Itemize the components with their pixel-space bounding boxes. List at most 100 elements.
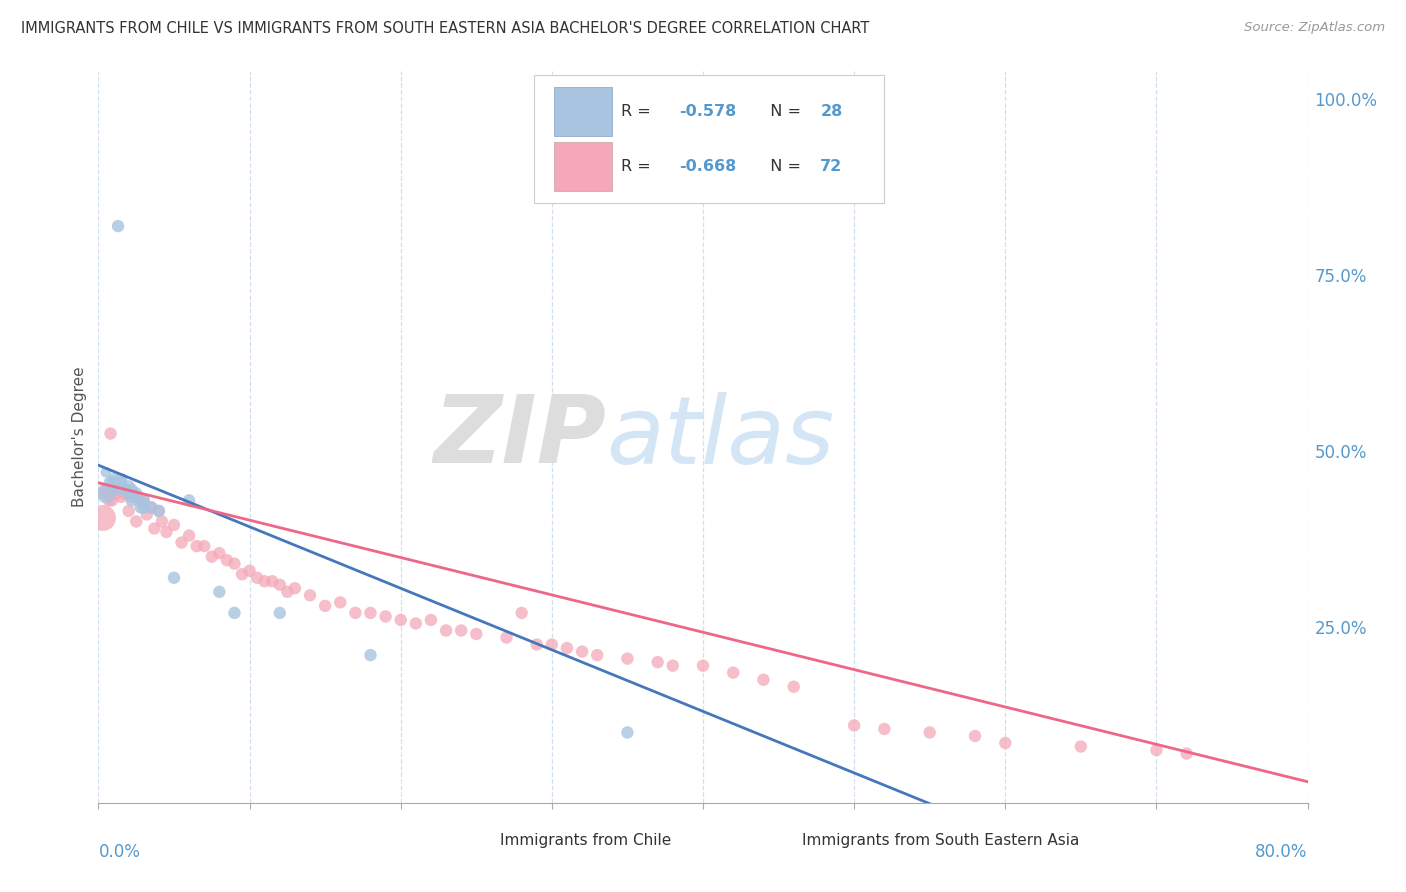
Point — [91, 486, 114, 500]
Text: -0.578: -0.578 — [679, 104, 737, 120]
Point — [284, 582, 307, 596]
FancyBboxPatch shape — [457, 826, 499, 854]
FancyBboxPatch shape — [554, 142, 613, 191]
Point — [118, 486, 141, 500]
Point — [91, 511, 114, 525]
Point — [374, 609, 396, 624]
FancyBboxPatch shape — [759, 826, 801, 854]
Point — [132, 500, 155, 515]
Text: N =: N = — [759, 104, 806, 120]
Point — [150, 515, 173, 529]
Point — [253, 574, 276, 589]
FancyBboxPatch shape — [554, 87, 613, 136]
Point — [1144, 743, 1167, 757]
Point — [110, 490, 132, 504]
Text: Immigrants from South Eastern Asia: Immigrants from South Eastern Asia — [803, 832, 1080, 847]
Text: N =: N = — [759, 159, 806, 174]
Point — [121, 483, 143, 497]
Point — [105, 483, 128, 497]
Point — [360, 648, 382, 662]
Point — [495, 631, 517, 645]
Point — [918, 725, 941, 739]
Point — [163, 518, 186, 533]
Point — [193, 539, 215, 553]
Point — [132, 493, 155, 508]
Point — [114, 483, 136, 497]
Point — [105, 486, 128, 500]
Point — [121, 490, 143, 504]
Point — [450, 624, 472, 638]
Point — [94, 483, 117, 497]
Point — [314, 599, 336, 613]
Point — [752, 673, 775, 687]
Point — [100, 475, 122, 490]
Point — [526, 638, 548, 652]
Point — [103, 475, 125, 490]
Point — [163, 571, 186, 585]
Point — [389, 613, 412, 627]
Point — [269, 606, 291, 620]
Point — [141, 500, 163, 515]
Point — [112, 486, 135, 500]
Point — [125, 486, 148, 500]
Point — [994, 736, 1017, 750]
Point — [540, 638, 562, 652]
Point — [118, 504, 141, 518]
Point — [118, 479, 141, 493]
Point — [103, 472, 125, 486]
Point — [100, 426, 122, 441]
Point — [170, 535, 193, 549]
Point — [269, 578, 291, 592]
Point — [555, 641, 578, 656]
Text: IMMIGRANTS FROM CHILE VS IMMIGRANTS FROM SOUTH EASTERN ASIA BACHELOR'S DEGREE CO: IMMIGRANTS FROM CHILE VS IMMIGRANTS FROM… — [21, 21, 869, 36]
Point — [179, 528, 201, 542]
Point — [344, 606, 367, 620]
Point — [405, 616, 427, 631]
Point — [1175, 747, 1198, 761]
Point — [186, 539, 208, 553]
Point — [420, 613, 443, 627]
Point — [110, 472, 132, 486]
Text: R =: R = — [621, 104, 655, 120]
Point — [141, 500, 163, 515]
Point — [299, 588, 322, 602]
Point — [125, 490, 148, 504]
Point — [208, 546, 231, 560]
Point — [571, 644, 593, 658]
Text: 72: 72 — [820, 159, 842, 174]
Point — [101, 493, 124, 508]
Point — [155, 524, 177, 539]
Point — [201, 549, 224, 564]
Text: Immigrants from Chile: Immigrants from Chile — [501, 832, 671, 847]
Point — [128, 493, 150, 508]
Point — [965, 729, 987, 743]
Text: -0.668: -0.668 — [679, 159, 737, 174]
Text: ZIP: ZIP — [433, 391, 606, 483]
Point — [224, 557, 246, 571]
Point — [510, 606, 533, 620]
FancyBboxPatch shape — [534, 75, 884, 203]
Point — [873, 722, 896, 736]
Point — [246, 571, 269, 585]
Y-axis label: Bachelor's Degree: Bachelor's Degree — [72, 367, 87, 508]
Point — [132, 493, 155, 508]
Point — [98, 493, 121, 508]
Point — [125, 515, 148, 529]
Text: 80.0%: 80.0% — [1256, 843, 1308, 861]
Point — [586, 648, 609, 662]
Point — [783, 680, 806, 694]
Point — [262, 574, 284, 589]
Point — [616, 725, 638, 739]
Point — [844, 718, 866, 732]
Point — [434, 624, 457, 638]
Point — [179, 493, 201, 508]
Point — [148, 504, 170, 518]
Point — [276, 584, 298, 599]
Point — [215, 553, 238, 567]
Point — [465, 627, 488, 641]
Text: atlas: atlas — [606, 392, 835, 483]
Point — [110, 475, 132, 490]
Point — [135, 508, 157, 522]
Point — [1070, 739, 1092, 754]
Point — [121, 493, 143, 508]
